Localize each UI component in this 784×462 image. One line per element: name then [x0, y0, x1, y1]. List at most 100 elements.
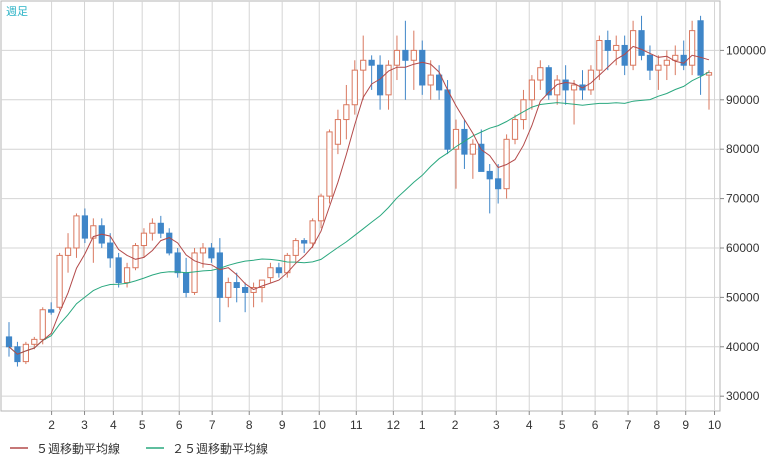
x-tick-label: 9	[682, 418, 689, 432]
candle	[672, 45, 679, 76]
candle	[326, 129, 333, 204]
candle-body	[73, 215, 80, 249]
candle	[216, 238, 223, 323]
candle	[56, 252, 63, 310]
x-tick-label: 2	[48, 418, 55, 432]
candle-body	[486, 170, 493, 180]
candle-body	[31, 338, 38, 345]
candle	[511, 114, 519, 145]
candle-body	[444, 89, 451, 150]
candle	[587, 65, 595, 95]
candle	[157, 215, 164, 239]
x-tick-label: 1	[419, 418, 426, 432]
candle	[452, 119, 460, 189]
ma5-line	[8, 45, 710, 355]
candle-body	[132, 245, 139, 269]
candle-body	[604, 40, 611, 51]
candle	[689, 20, 696, 76]
candle-body	[267, 267, 274, 279]
candle-body	[166, 232, 173, 254]
candle-body	[402, 49, 409, 61]
candle-body	[275, 267, 282, 274]
x-axis: 2 3 4 5 6 7 8 9 10 11 12 1 2 3 4 5 6 7 8 9 10	[48, 411, 722, 432]
candle-body	[199, 247, 207, 254]
candle	[604, 30, 611, 71]
x-tick-label: 2	[452, 418, 459, 432]
y-tick-label: 60000	[726, 241, 760, 255]
candle	[48, 302, 55, 315]
candle	[360, 35, 367, 100]
candle	[562, 65, 569, 105]
candle	[301, 238, 308, 253]
x-tick-label: 10	[313, 418, 327, 432]
candle	[596, 35, 603, 81]
y-tick-label: 80000	[726, 142, 760, 156]
x-tick-label: 7	[625, 418, 632, 432]
candle-body	[587, 69, 595, 91]
candle	[73, 213, 80, 258]
candle-body	[697, 20, 704, 76]
x-tick-label: 3	[493, 418, 500, 432]
candle-body	[258, 279, 266, 289]
candle-body	[436, 74, 443, 91]
candle-body	[680, 54, 687, 66]
candle-body	[663, 59, 670, 66]
candle	[697, 15, 704, 95]
legend-ma25-label: ２５週移動平均線	[172, 441, 268, 456]
candles	[5, 15, 713, 367]
y-tick-label: 40000	[726, 340, 760, 354]
candle-body	[393, 49, 401, 66]
candle-body	[520, 99, 527, 121]
candle-body	[511, 119, 519, 140]
x-tick-label: 3	[81, 418, 88, 432]
candle	[81, 208, 89, 244]
candle	[90, 218, 97, 263]
candle	[486, 164, 493, 214]
x-tick-label: 10	[708, 418, 722, 432]
candle-body	[385, 64, 392, 96]
legend-ma5-label: ５週移動平均線	[36, 441, 120, 456]
candle-body	[528, 79, 536, 101]
candle-body	[5, 336, 13, 348]
x-tick-label: 7	[209, 418, 216, 432]
candle-body	[191, 252, 198, 293]
candle-body	[343, 104, 350, 121]
candle-body	[225, 282, 232, 298]
candle-body	[689, 30, 696, 66]
candle	[309, 218, 316, 248]
candle	[520, 89, 527, 130]
candle-body	[233, 282, 240, 289]
candle-body	[39, 309, 46, 340]
candle	[225, 277, 232, 308]
candle	[174, 247, 181, 278]
x-tick-label: 9	[279, 418, 286, 432]
candle-body	[613, 44, 620, 51]
candle-body	[655, 64, 662, 71]
candle	[410, 30, 417, 90]
candle-body	[419, 49, 426, 86]
candle	[233, 272, 240, 303]
x-tick-label: 5	[139, 418, 146, 432]
candle-body	[368, 59, 375, 66]
candle-body	[638, 30, 645, 56]
candle-body	[292, 240, 299, 256]
y-tick-label: 70000	[726, 192, 760, 206]
candle-body	[208, 247, 215, 259]
candle	[275, 262, 282, 278]
x-tick-label: 6	[176, 418, 183, 432]
candle-body	[495, 178, 502, 190]
candle	[115, 252, 122, 288]
candle	[292, 238, 299, 263]
x-tick-label: 5	[559, 418, 566, 432]
x-tick-label: 8	[246, 418, 253, 432]
y-tick-label: 90000	[726, 93, 760, 107]
candle	[528, 75, 536, 110]
candle	[64, 233, 72, 273]
candle	[655, 55, 662, 90]
candle-body	[81, 215, 89, 239]
candle	[393, 35, 401, 81]
candle	[351, 60, 358, 115]
